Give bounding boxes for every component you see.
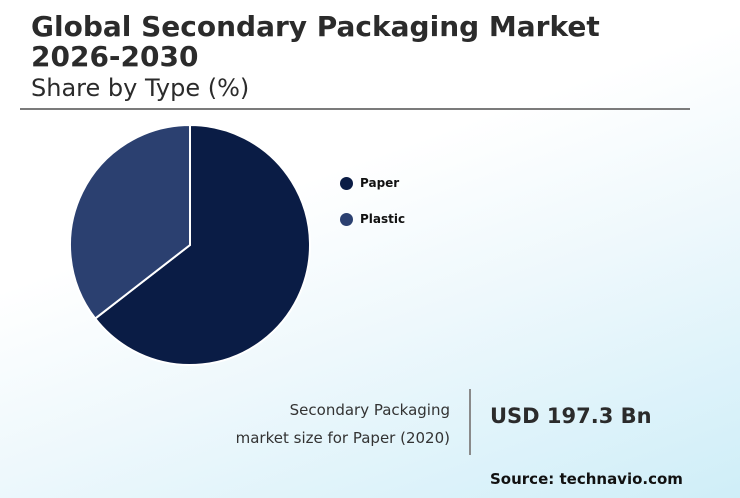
source-credit: Source: technavio.com [490, 470, 683, 488]
legend-swatch-plastic [340, 212, 353, 226]
kpi-caption-line-2: market size for Paper (2020) [235, 429, 450, 447]
legend-label-plastic: Plastic [360, 212, 406, 226]
kpi-value: USD 197.3 Bn [490, 404, 652, 428]
pie-slice-paper [93, 123, 311, 366]
pie-chart [69, 123, 311, 366]
kpi-divider [469, 389, 471, 455]
legend-swatch-paper [340, 176, 353, 190]
pie-slice-plastic [69, 123, 191, 320]
kpi-caption: Secondary Packaging market size for Pape… [190, 396, 450, 452]
chart-legend: Paper Plastic [340, 170, 405, 242]
chart-title: Global Secondary Packaging Market 2026-2… [31, 10, 600, 73]
legend-item-plastic: Plastic [340, 206, 405, 232]
legend-item-paper: Paper [340, 170, 405, 196]
legend-label-paper: Paper [360, 176, 400, 190]
title-divider [20, 108, 690, 110]
kpi-caption-line-1: Secondary Packaging [289, 401, 450, 419]
chart-subtitle: Share by Type (%) [31, 74, 250, 102]
